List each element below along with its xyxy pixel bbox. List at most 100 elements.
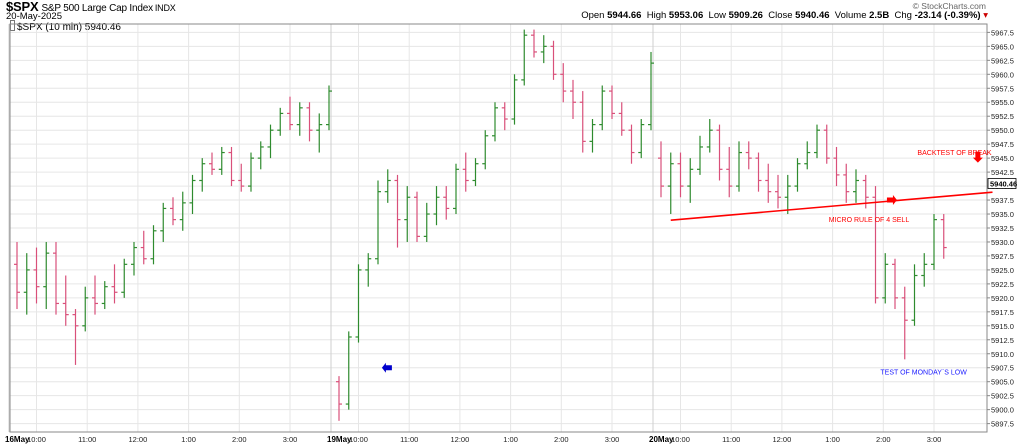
ohlc-bar: [101, 281, 108, 310]
symbol: $SPX: [6, 0, 39, 14]
ohlc-bar: [765, 163, 772, 203]
high-value: 5953.06: [668, 10, 704, 21]
y-tick-label: 5955.0: [991, 98, 1014, 107]
ohlc-bar: [823, 124, 830, 164]
ohlc-bar: [882, 253, 889, 304]
ohlc-bar: [901, 286, 908, 360]
y-tick-label: 5905.0: [991, 378, 1014, 387]
ohlc-bar: [521, 29, 528, 86]
ohlc-bar: [170, 197, 176, 226]
ohlc-bar: [384, 169, 391, 203]
ohlc-bar: [716, 124, 723, 181]
ohlc-bar: [794, 158, 801, 192]
ohlc-bar: [667, 152, 674, 215]
ohlc-bar: [482, 130, 489, 170]
ohlc-bar: [755, 152, 762, 192]
x-tick-label: 11:00: [78, 435, 96, 444]
high-label: High: [646, 10, 667, 21]
ohlc-bar: [287, 96, 293, 131]
ohlc-bar: [589, 119, 596, 153]
ohlc-bar: [228, 146, 235, 187]
y-axis: 5967.5 5965.0 5962.5 5960.0 5957.5 5955.0 5952…: [987, 28, 1017, 429]
ohlc-bar: [814, 124, 820, 159]
x-tick-label: 3:00: [605, 435, 620, 444]
x-tick-label: 12:00: [451, 435, 470, 444]
ohlc-bar: [550, 40, 557, 80]
ohlc-bar: [599, 85, 606, 131]
y-tick-label: 5925.0: [991, 266, 1014, 275]
ohlc-bar: [745, 141, 752, 170]
y-tick-label: 5962.5: [991, 56, 1014, 65]
ohlc-bar: [775, 174, 781, 209]
y-tick-label: 5952.5: [991, 112, 1014, 121]
ohlc-bar: [316, 113, 323, 153]
x-tick-label: 1:00: [181, 435, 196, 444]
ohlc-bar: [677, 152, 684, 198]
low-value: 5909.26: [728, 10, 763, 21]
x-tick-label: 2:00: [876, 435, 891, 444]
ohlc-bar: [628, 124, 635, 164]
exchange: INDX: [154, 3, 176, 13]
ohlc-bar: [121, 258, 128, 298]
blue-arrow-icon: [381, 362, 392, 373]
ohlc-bar: [179, 191, 186, 231]
ohlc-bar: [443, 186, 450, 220]
y-tick-label: 5920.0: [991, 294, 1014, 303]
annotation-backtest: BACKTEST OF BREAK: [917, 150, 991, 157]
ohlc-bar: [150, 225, 157, 265]
ohlc-bar: [618, 102, 625, 136]
ohlc-bar: [560, 63, 567, 103]
y-tick-label: 5957.5: [991, 84, 1014, 93]
ohlc-bar: [267, 124, 274, 159]
x-tick-label: 11:00: [400, 435, 418, 444]
ohlc-bar: [43, 241, 50, 310]
annotation-test: TEST OF MONDAY`S LOW: [880, 369, 967, 376]
x-tick-label: 10:00: [671, 435, 690, 444]
x-tick-label: 2:00: [554, 435, 569, 444]
y-tick-label: 5945.0: [991, 154, 1014, 163]
close-label: Close: [768, 10, 793, 21]
y-tick-label: 5967.5: [991, 28, 1014, 37]
ohlc-bar: [540, 35, 547, 64]
x-tick-label: 12:00: [773, 435, 792, 444]
symbol-title: $SPX S&P 500 Large Cap Index INDX: [6, 0, 176, 14]
ohlc-bar: [238, 163, 245, 192]
ohlc-bar: [53, 241, 59, 315]
ohlc-stats: Open 5944.66 High 5953.06 Low 5909.26 Cl…: [581, 10, 988, 21]
x-tick-label: 10:00: [349, 435, 368, 444]
ohlc-bar: [23, 253, 30, 315]
ohlc-bar: [277, 107, 284, 136]
volume-value: 2.5B: [869, 10, 890, 21]
ohlc-bar: [160, 202, 167, 242]
ohlc-bar: [492, 102, 498, 142]
y-tick-label: 5927.5: [991, 252, 1014, 261]
y-tick-label: 5937.5: [991, 196, 1014, 205]
y-tick-label: 5960.0: [991, 70, 1014, 79]
x-tick-label: 1:00: [503, 435, 518, 444]
ohlc-bar: [345, 331, 352, 410]
ohlc-bar: [375, 180, 381, 265]
trendline: [670, 191, 993, 221]
ohlc-bar: [687, 158, 694, 203]
chg-label: Chg: [894, 10, 912, 21]
open-value: 5944.66: [607, 10, 642, 21]
ohlc-bar: [82, 286, 89, 332]
ohlc-bar: [14, 241, 20, 310]
ohlc-bar: [706, 119, 713, 153]
ohlc-bar: [131, 241, 137, 276]
down-triangle-icon: ▾: [983, 10, 988, 21]
chg-value: -23.14 (-0.39%): [914, 10, 981, 21]
annotation-micro: MICRO RULE OF 4 SELL: [829, 217, 910, 224]
backtest-arrow-icon: [972, 151, 983, 163]
y-tick-label: 5965.0: [991, 42, 1014, 51]
x-tick-label: 3:00: [927, 435, 942, 444]
ohlc-bar: [92, 275, 98, 315]
ohlc-bar: [306, 102, 313, 142]
x-tick-label: 2:00: [232, 435, 247, 444]
last-price-box: [987, 178, 1017, 189]
ohlc-bar: [414, 191, 420, 242]
ohlc-bar: [209, 152, 215, 175]
grid: [8, 24, 987, 432]
